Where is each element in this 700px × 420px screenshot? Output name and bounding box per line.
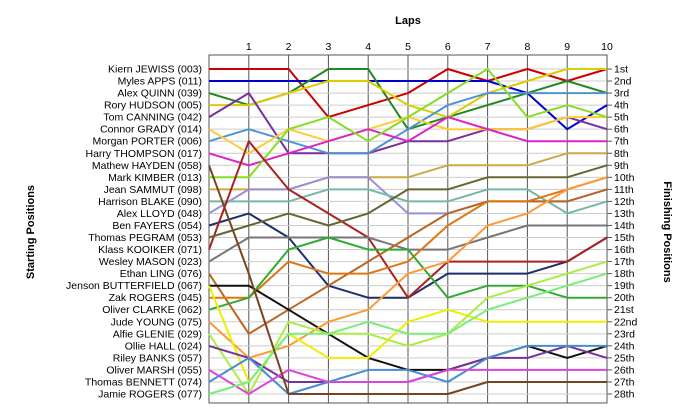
- starting-position-label: Harrison BLAKE (090): [98, 196, 202, 208]
- lap-tick-label: 8: [524, 41, 530, 53]
- finishing-position-label: 15th: [614, 232, 635, 244]
- starting-position-label: Jean SAMMUT (098): [104, 184, 202, 196]
- finishing-position-label: 14th: [614, 220, 635, 232]
- starting-position-label: Klass KOOIKER (071): [98, 244, 202, 256]
- finishing-position-label: 18th: [614, 268, 635, 280]
- finishing-position-label: 1st: [614, 64, 628, 76]
- finishing-position-label: 28th: [614, 389, 635, 401]
- starting-position-label: Rory HUDSON (005): [104, 100, 202, 112]
- starting-position-label: Kiern JEWISS (003): [108, 64, 202, 76]
- starting-position-label: Mathew HAYDEN (058): [92, 160, 202, 172]
- finishing-position-label: 22nd: [614, 316, 638, 328]
- finishing-position-label: 26th: [614, 364, 635, 376]
- finishing-position-label: 3rd: [614, 88, 629, 100]
- driver-position-line: [209, 80, 608, 131]
- starting-position-label: Ben FAYERS (054): [112, 220, 202, 232]
- finishing-position-label: 19th: [614, 280, 635, 292]
- lap-tick-label: 9: [564, 41, 570, 53]
- starting-position-label: Morgan PORTER (006): [92, 136, 202, 148]
- finishing-position-label: 9th: [614, 160, 629, 172]
- lap-tick-label: 3: [325, 41, 331, 53]
- starting-position-label: Jenson BUTTERFIELD (067): [66, 280, 202, 292]
- driver-position-line: [208, 164, 608, 239]
- driver-position-line: [208, 272, 608, 395]
- driver-position-line: [208, 236, 607, 311]
- starting-position-label: Mark KIMBER (013): [108, 172, 202, 184]
- starting-position-label: Riley BANKS (057): [113, 352, 202, 364]
- finishing-position-label: 27th: [614, 376, 635, 388]
- driver-position-line: [208, 164, 607, 395]
- lap-tick-label: 4: [365, 41, 371, 53]
- starting-position-label: Oliver CLARKE (062): [102, 304, 202, 316]
- finishing-position-label: 12th: [614, 196, 635, 208]
- driver-position-line: [209, 68, 608, 179]
- finishing-position-label: 24th: [614, 340, 635, 352]
- starting-position-label: Wesley MASON (023): [99, 256, 202, 268]
- finishing-position-label: 20th: [614, 292, 635, 304]
- starting-position-label: Alfie GLENIE (029): [113, 328, 202, 340]
- lap-tick-label: 6: [445, 41, 451, 53]
- finishing-position-label: 11th: [614, 184, 634, 196]
- series-lines: [208, 68, 608, 395]
- driver-position-line: [209, 68, 608, 119]
- finishing-position-label: 2nd: [614, 76, 632, 88]
- plot-grid: [208, 54, 608, 404]
- driver-position-line: [208, 344, 607, 395]
- driver-position-line: [208, 140, 608, 299]
- finishing-position-label: 23rd: [614, 328, 635, 340]
- top-axis-title: Laps: [395, 15, 421, 27]
- starting-position-label: Zak ROGERS (045): [109, 292, 202, 304]
- finishing-position-label: 6th: [614, 124, 629, 136]
- finishing-position-label: 10th: [614, 172, 635, 184]
- finishing-position-label: 8th: [614, 148, 629, 160]
- starting-position-label: Harry THOMPSON (017): [86, 148, 203, 160]
- driver-position-line: [208, 188, 608, 335]
- finishing-position-label: 16th: [614, 244, 635, 256]
- starting-position-label: Thomas BENNETT (074): [85, 376, 202, 388]
- starting-position-labels: Kiern JEWISS (003)Myles APPS (011)Alex Q…: [66, 64, 202, 401]
- lap-tick-label: 2: [286, 41, 292, 53]
- finishing-position-label: 21st: [614, 304, 634, 316]
- driver-position-line: [208, 116, 607, 167]
- starting-position-label: Myles APPS (011): [118, 76, 202, 88]
- left-axis-title: Starting Positions: [25, 185, 37, 279]
- lap-tick-label: 5: [405, 41, 411, 53]
- finishing-position-label: 7th: [614, 136, 629, 148]
- driver-position-line: [208, 368, 607, 395]
- starting-position-label: Alex LLOYD (048): [117, 208, 202, 220]
- finishing-position-label: 25th: [614, 352, 635, 364]
- lap-tick-label: 1: [246, 41, 252, 53]
- finishing-position-label: 17th: [614, 256, 635, 268]
- lap-tick-label: 10: [601, 41, 613, 53]
- starting-position-label: Ethan LING (076): [120, 268, 202, 280]
- lap-tick-label: 7: [485, 41, 491, 53]
- driver-position-line: [209, 68, 607, 119]
- right-axis-title: Finishing Positions: [661, 181, 673, 282]
- starting-position-label: Oliver MARSH (055): [106, 364, 202, 376]
- starting-position-label: Ollie HALL (024): [125, 340, 202, 352]
- starting-position-label: Jamie ROGERS (077): [98, 389, 202, 401]
- starting-position-label: Thomas PEGRAM (053): [88, 232, 202, 244]
- lap-tick-labels: 1 2 3 4 5 6 7 8 9 10: [246, 41, 613, 53]
- finishing-position-labels: 1st2nd3rd4th5th6th7th8th9th10th11th12th1…: [607, 64, 638, 401]
- driver-position-line: [209, 176, 608, 299]
- finishing-position-label: 5th: [614, 112, 629, 124]
- starting-position-label: Connor GRADY (014): [100, 124, 202, 136]
- starting-position-label: Alex QUINN (039): [117, 88, 202, 100]
- finishing-position-label: 4th: [614, 100, 629, 112]
- driver-position-line: [208, 260, 608, 395]
- starting-position-label: Jude YOUNG (075): [111, 316, 202, 328]
- starting-position-label: Tom CANNING (042): [103, 112, 202, 124]
- finishing-position-label: 13th: [614, 208, 635, 220]
